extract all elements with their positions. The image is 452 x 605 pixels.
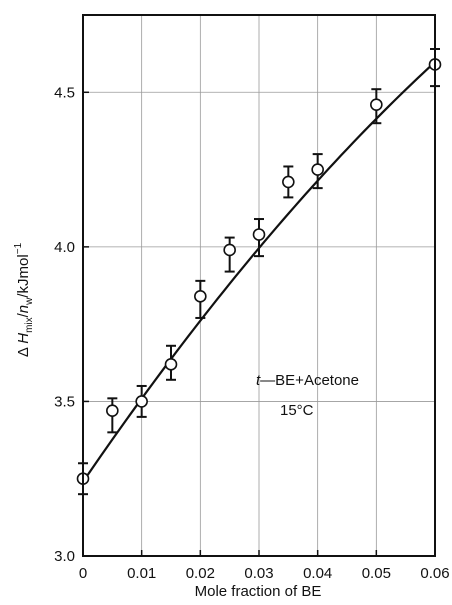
x-axis-label: Mole fraction of BE <box>195 583 322 600</box>
data-point <box>282 165 295 199</box>
point-marker <box>252 228 266 241</box>
y-tick-label: 4.0 <box>54 239 75 256</box>
data-point <box>370 88 383 125</box>
x-tick-label: 0.02 <box>186 565 215 582</box>
grid-lines <box>83 15 435 556</box>
y-label-delta: Δ <box>15 347 32 357</box>
y-label-exp: −1 <box>13 242 24 254</box>
y-axis-ticks: 3.0 3.5 4.0 4.5 <box>54 84 89 565</box>
point-marker <box>194 290 207 303</box>
y-label-w: w <box>24 297 35 306</box>
data-point <box>135 384 148 418</box>
x-tick-label: 0.05 <box>362 565 391 582</box>
y-axis-label: Δ Hmix/nw/kJmol−1 <box>13 242 35 357</box>
data-point <box>164 344 178 381</box>
point-marker <box>370 98 383 111</box>
data-point <box>223 236 236 273</box>
point-marker <box>223 243 236 257</box>
data-point <box>252 218 266 258</box>
point-marker <box>135 395 148 408</box>
y-label-unit: /kJmol <box>15 254 32 297</box>
annotation-system: t—BE+Acetone <box>256 372 359 389</box>
annotation-system-text: —BE+Acetone <box>260 372 359 389</box>
y-tick-label: 3.5 <box>54 393 75 410</box>
y-tick-label: 4.5 <box>54 84 75 101</box>
x-tick-label: 0.04 <box>303 565 332 582</box>
y-tick-label: 3.0 <box>54 548 75 565</box>
y-label-mix: mix <box>24 317 35 333</box>
x-tick-label: 0.06 <box>420 565 449 582</box>
x-tick-label: 0 <box>79 565 87 582</box>
x-tick-label: 0.01 <box>127 565 156 582</box>
data-point <box>194 279 207 319</box>
data-point <box>311 153 324 190</box>
point-marker <box>282 175 295 189</box>
y-label-h: H <box>15 333 32 344</box>
y-label-slash: / <box>15 312 32 317</box>
point-marker <box>311 163 324 176</box>
x-axis-ticks: 0 0.01 0.02 0.03 0.04 0.05 0.06 <box>79 550 450 582</box>
data-point <box>106 397 119 434</box>
x-tick-label: 0.03 <box>244 565 273 582</box>
point-marker <box>106 404 119 418</box>
y-label-n: n <box>15 305 32 313</box>
annotation-italic-t: t <box>256 372 261 389</box>
annotation-temperature: 15°C <box>280 402 314 419</box>
point-marker <box>164 358 178 371</box>
